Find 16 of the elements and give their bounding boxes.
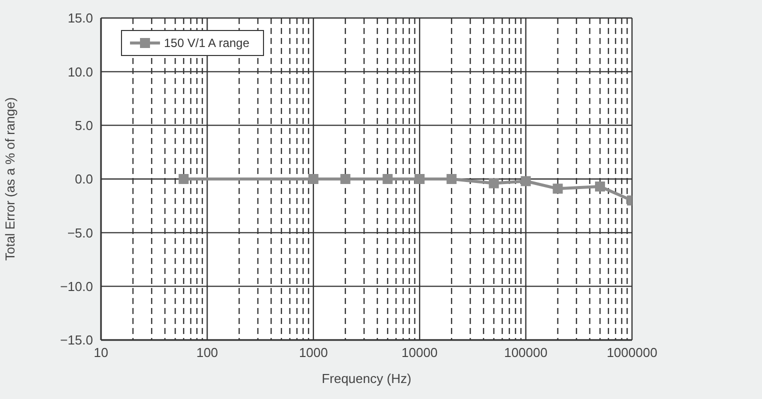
legend-label: 150 V/1 A range xyxy=(164,36,250,50)
y-axis-title: Total Error (as a % of range) xyxy=(2,97,18,261)
y-tick-label: −15.0 xyxy=(60,332,93,348)
y-tick-label: 5.0 xyxy=(74,118,93,133)
y-tick-label: 0.0 xyxy=(74,172,93,187)
x-tick-label: 10 xyxy=(94,345,108,360)
x-tick-label: 100000 xyxy=(504,345,548,360)
x-axis-title: Frequency (Hz) xyxy=(322,371,412,386)
x-tick-label: 1000 xyxy=(298,345,328,360)
x-tick-label: 100 xyxy=(196,345,218,360)
y-tick-label: 10.0 xyxy=(68,64,93,80)
y-tick-label: 15.0 xyxy=(68,10,93,26)
y-tick-label: −10.0 xyxy=(60,278,93,294)
x-tick-label: 10000 xyxy=(402,345,438,360)
y-tick-label: −5.0 xyxy=(67,225,93,240)
x-tick-label: 1000000 xyxy=(606,345,658,360)
